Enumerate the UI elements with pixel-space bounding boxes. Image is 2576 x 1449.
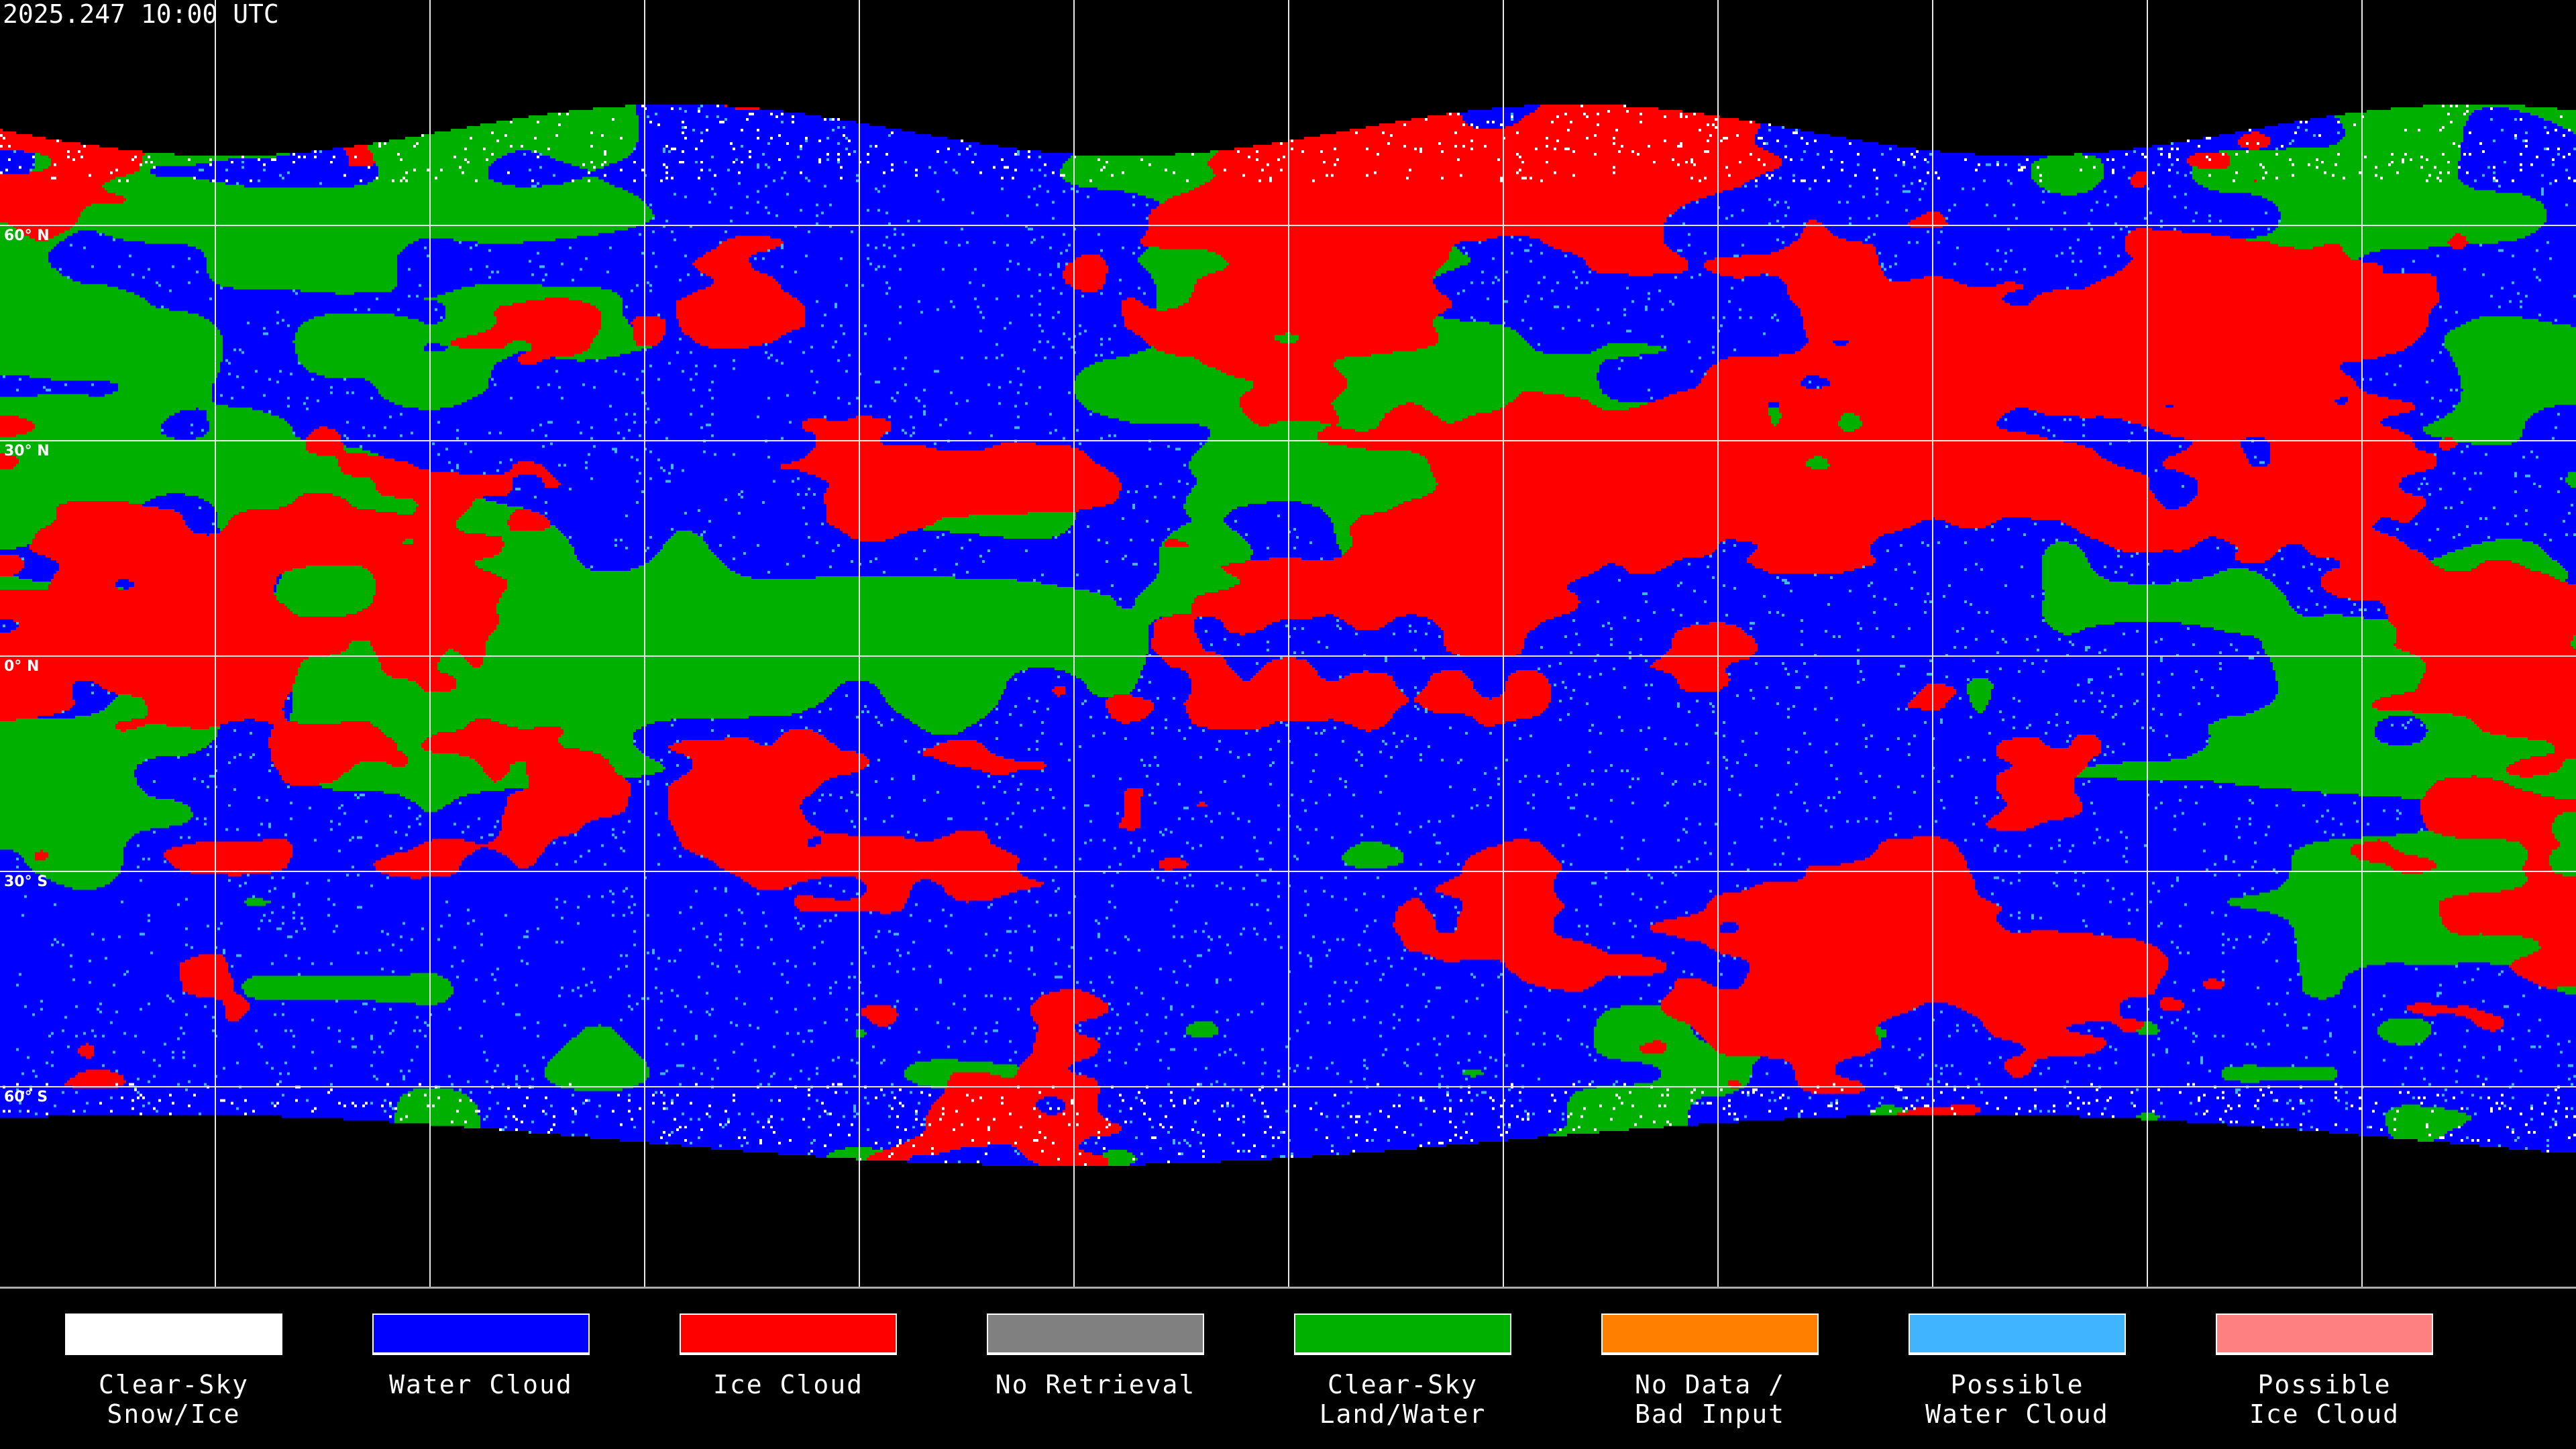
legend-swatch <box>680 1313 897 1355</box>
cloud-phase-map: 60° N 30° N 0° N 30° S 60° S 2025.247 10:00 … <box>0 0 2576 1289</box>
meridian-line <box>1717 0 1719 1287</box>
legend-label: Possible Ice Cloud <box>2249 1370 2400 1429</box>
latitude-label: 60° S <box>4 1089 48 1106</box>
latitude-label: 60° N <box>4 227 50 244</box>
legend-label: Clear-Sky Land/Water <box>1319 1370 1487 1429</box>
parallel-line <box>0 871 2576 872</box>
latitude-label: 0° N <box>4 658 40 675</box>
legend-item: Clear-Sky Snow/Ice <box>65 1313 282 1429</box>
legend-label: Clear-Sky Snow/Ice <box>99 1370 249 1429</box>
parallel-line <box>0 440 2576 441</box>
legend-label: No Retrieval <box>995 1370 1196 1399</box>
latitude-label: 30° S <box>4 873 48 890</box>
parallel-line <box>0 655 2576 657</box>
legend-swatch <box>1294 1313 1511 1355</box>
legend-swatch <box>2216 1313 2433 1355</box>
parallel-line <box>0 225 2576 226</box>
legend-swatch <box>372 1313 590 1355</box>
legend-label: No Data / Bad Input <box>1635 1370 1785 1429</box>
meridian-line <box>1288 0 1289 1287</box>
meridian-line <box>2147 0 2148 1287</box>
legend-item: Clear-Sky Land/Water <box>1294 1313 1511 1429</box>
latitude-label: 30° N <box>4 443 50 460</box>
legend-item: Possible Water Cloud <box>1909 1313 2126 1429</box>
meridian-line <box>1073 0 1075 1287</box>
meridian-line <box>215 0 216 1287</box>
meridian-line <box>1932 0 1933 1287</box>
meridian-line <box>429 0 431 1287</box>
meridian-line <box>644 0 645 1287</box>
legend-label: Possible Water Cloud <box>1925 1370 2109 1429</box>
legend-swatch <box>1909 1313 2126 1355</box>
legend-label: Ice Cloud <box>713 1370 863 1399</box>
legend-label: Water Cloud <box>389 1370 573 1399</box>
timestamp-title: 2025.247 10:00 UTC <box>3 0 279 29</box>
legend-item: Water Cloud <box>372 1313 590 1399</box>
meridian-line <box>2361 0 2363 1287</box>
legend-swatch <box>1601 1313 1819 1355</box>
meridian-line <box>859 0 860 1287</box>
parallel-line <box>0 1086 2576 1087</box>
legend-item: No Retrieval <box>987 1313 1204 1399</box>
legend-item: Ice Cloud <box>680 1313 897 1399</box>
legend-swatch <box>65 1313 282 1355</box>
legend-item: Possible Ice Cloud <box>2216 1313 2433 1429</box>
legend-swatch <box>987 1313 1204 1355</box>
legend-item: No Data / Bad Input <box>1601 1313 1819 1429</box>
meridian-line <box>1503 0 1504 1287</box>
